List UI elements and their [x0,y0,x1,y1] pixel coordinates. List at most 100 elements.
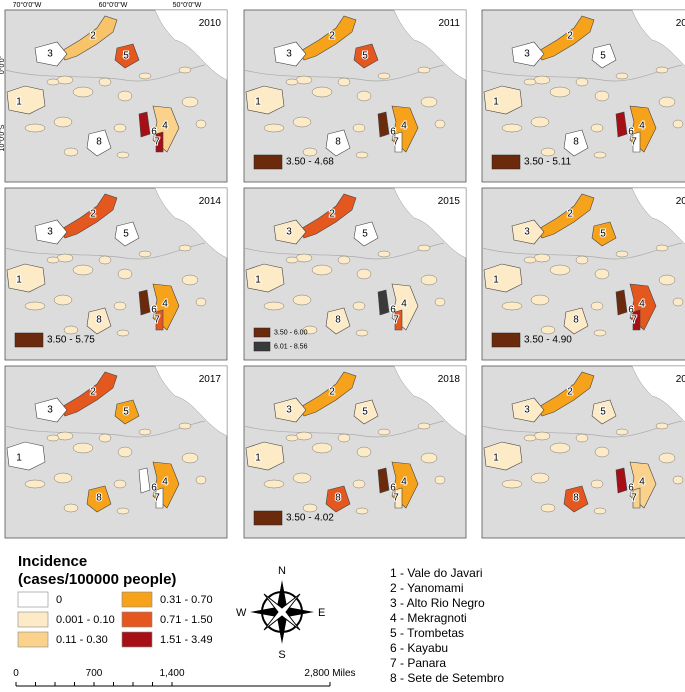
legend-swatch [121,611,153,628]
territory-small [295,75,313,85]
territory-number: 7 [631,315,637,326]
territory [377,289,390,316]
compass-w: W [236,607,247,619]
territory-small [302,147,318,157]
territory [511,397,545,423]
territory-small [117,446,133,458]
territory [155,131,164,153]
territory-number: 1 [493,275,499,286]
legend-label: 3.50 - 4.90 [524,335,572,346]
territory [563,129,589,157]
territory-name: 7 - Panara [390,656,446,670]
territory-number: 7 [393,493,399,504]
territory [298,15,357,61]
legend-label: 0.31 - 0.70 [160,594,213,606]
map-panel: 1 2 3 4 5 67 8 2015 3.50 - 6.00 6.01 - 8.56 [243,187,467,361]
territory [298,193,357,239]
territory-small [533,253,551,263]
territory-small [292,116,312,128]
territory-number: 8 [96,315,102,326]
territory-small [63,147,79,157]
longitude-label: 70°0'0"W [13,1,42,9]
territory-number: 5 [362,51,368,62]
territory-small [590,123,604,133]
compass-star-minor [263,593,301,631]
compass-e: E [318,607,325,619]
territory [563,307,589,335]
territory-small [285,78,299,86]
legend-swatch [17,611,49,628]
territory-number: 4 [639,477,645,488]
territory-small [356,446,372,458]
territory-number: 7 [631,137,637,148]
territory-number: 7 [631,493,637,504]
territory-small [352,479,366,489]
territory-number: 4 [162,121,168,132]
territory [155,309,164,331]
territory-number: 6 [628,305,634,316]
map-panel: 1 2 3 4 5 67 8 2019 [481,365,685,539]
scale-label: 0 [13,668,19,679]
compass-s: S [278,649,285,661]
territory-number: 7 [154,493,160,504]
territory-small [46,256,60,264]
territory-small [53,472,73,484]
territory [114,399,140,425]
territory-small [295,431,313,441]
territory-small [116,329,130,337]
territory-number: 4 [401,121,407,132]
territory-small [434,297,446,307]
territory-small [590,301,604,311]
territory-small [138,72,152,80]
territory-small [417,66,431,74]
territory [86,485,112,513]
legend-label: 0.71 - 1.50 [160,614,213,626]
territory-number: 2 [329,387,335,398]
territory-number: 6 [628,483,634,494]
territory [273,397,307,423]
territory-small [593,329,607,337]
territory-small [178,244,192,252]
ocean [154,187,228,259]
map-panel: 1 2 3 4 5 67 8 2014 3.50 - 5.75 [4,187,228,361]
territory [632,309,641,331]
longitude-label: 50°0'0"W [173,1,202,9]
territory-number: 6 [390,305,396,316]
territory-number: 2 [567,209,573,220]
territory-number: 5 [362,229,368,240]
territory-number: 3 [524,227,530,238]
territory-number: 5 [123,229,129,240]
territory-small [501,123,523,133]
ocean [393,365,467,437]
territory-name: 1 - Vale do Javari [390,566,483,580]
territory-small [540,325,556,335]
territory-number: 2 [90,387,96,398]
territory [536,193,595,239]
territory-small [533,75,551,85]
territory [615,111,628,138]
territory-number: 3 [47,227,53,238]
territory [114,43,140,69]
territory-small [530,472,550,484]
territory-small [355,151,369,159]
territory-number: 3 [286,49,292,60]
territory-small [337,77,351,87]
map-panel: 1 2 3 4 5 67 8 2017 [4,365,228,539]
legend-label: 3.50 - 5.75 [47,335,95,346]
river [243,420,445,438]
river [243,64,445,82]
territory-small [295,253,313,263]
territory-number: 8 [335,493,341,504]
river [4,420,206,438]
territory-small [56,431,74,441]
territory [273,219,307,245]
territory-small [116,151,130,159]
territory [394,309,403,331]
territory-small [113,123,127,133]
territory-small [72,86,94,98]
panel-year: 2017 [199,374,222,385]
scale-label: 700 [86,668,103,679]
ocean [393,187,467,259]
territory-small [195,119,207,129]
map-panel: 1 2 3 4 5 67 8 2010 [4,9,228,183]
